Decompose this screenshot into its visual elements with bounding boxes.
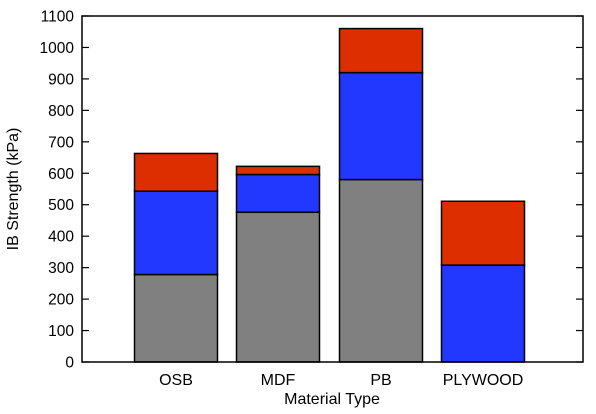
bar-segment-plywood-2 [440, 264, 526, 363]
bar-segment-pb-2 [338, 71, 424, 181]
bar-segment-osb-2 [133, 190, 219, 276]
bars-layer [133, 27, 526, 363]
y-tick-label-300: 300 [48, 260, 74, 277]
x-axis-title: Material Type [284, 391, 380, 408]
bar-segment-mdf-3 [235, 165, 321, 176]
y-tick-label-200: 200 [48, 292, 74, 309]
y-tick-label-800: 800 [48, 103, 74, 120]
bar-segment-mdf-1 [235, 211, 321, 363]
plot-frame [81, 15, 584, 363]
bar-segment-mdf-2 [235, 173, 321, 214]
y-tick-label-700: 700 [48, 134, 74, 151]
x-axis-categories: OSB MDF PB PLYWOOD [159, 372, 523, 389]
bar-segment-plywood-3 [440, 200, 526, 266]
x-category-label-mdf: MDF [261, 372, 296, 389]
y-axis-title: IB Strength (kPa) [5, 128, 22, 251]
y-tick-label-500: 500 [48, 197, 74, 214]
y-tick-label-900: 900 [48, 71, 74, 88]
bar-segment-pb-1 [338, 178, 424, 363]
bar-segment-osb-3 [133, 152, 219, 192]
y-axis-ticks: 0 100 200 300 400 500 600 700 800 900 1000 1100 [40, 9, 583, 372]
bar-segment-pb-3 [338, 27, 424, 74]
y-tick-label-100: 100 [48, 323, 74, 340]
y-tick-label-1100: 1100 [41, 9, 75, 26]
y-tick-label-400: 400 [48, 229, 74, 246]
x-category-label-osb: OSB [159, 372, 193, 389]
x-category-label-plywood: PLYWOOD [443, 372, 524, 389]
y-tick-label-0: 0 [65, 355, 74, 372]
bar-segment-osb-1 [133, 273, 219, 363]
x-category-label-pb: PB [370, 372, 391, 389]
y-tick-label-1000: 1000 [40, 40, 75, 57]
y-tick-label-600: 600 [48, 166, 74, 183]
